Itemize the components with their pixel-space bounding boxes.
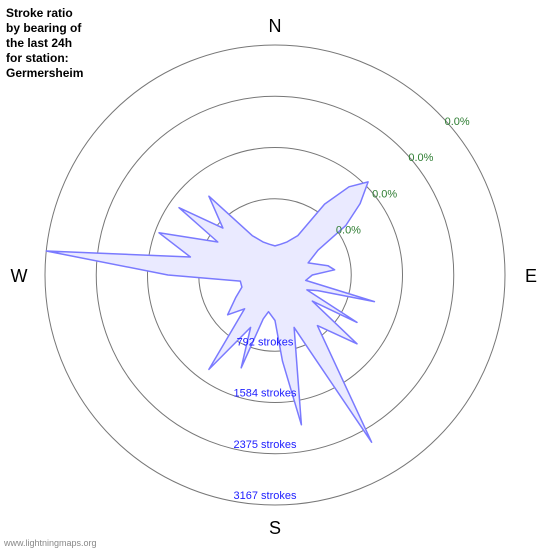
rose-polygon bbox=[46, 182, 374, 442]
pct-label: 0.0% bbox=[336, 225, 361, 237]
cardinal-w: W bbox=[11, 266, 28, 286]
chart-container: Stroke ratio by bearing of the last 24h … bbox=[0, 0, 550, 550]
stroke-count-label: 2375 strokes bbox=[234, 439, 297, 451]
credit-text: www.lightningmaps.org bbox=[4, 538, 97, 548]
pct-label: 0.0% bbox=[372, 188, 397, 200]
cardinal-n: N bbox=[269, 16, 282, 36]
stroke-count-label: 3167 strokes bbox=[234, 490, 297, 502]
stroke-count-label: 1584 strokes bbox=[234, 388, 297, 400]
stroke-count-label: 792 strokes bbox=[237, 336, 294, 348]
cardinal-s: S bbox=[269, 518, 281, 538]
pct-label: 0.0% bbox=[408, 152, 433, 164]
polar-rose-chart: N S E W 0.0% 0.0% 0.0% 0.0% 792 strokes 1584 stro… bbox=[0, 0, 550, 550]
cardinal-e: E bbox=[525, 266, 537, 286]
pct-label: 0.0% bbox=[445, 116, 470, 128]
